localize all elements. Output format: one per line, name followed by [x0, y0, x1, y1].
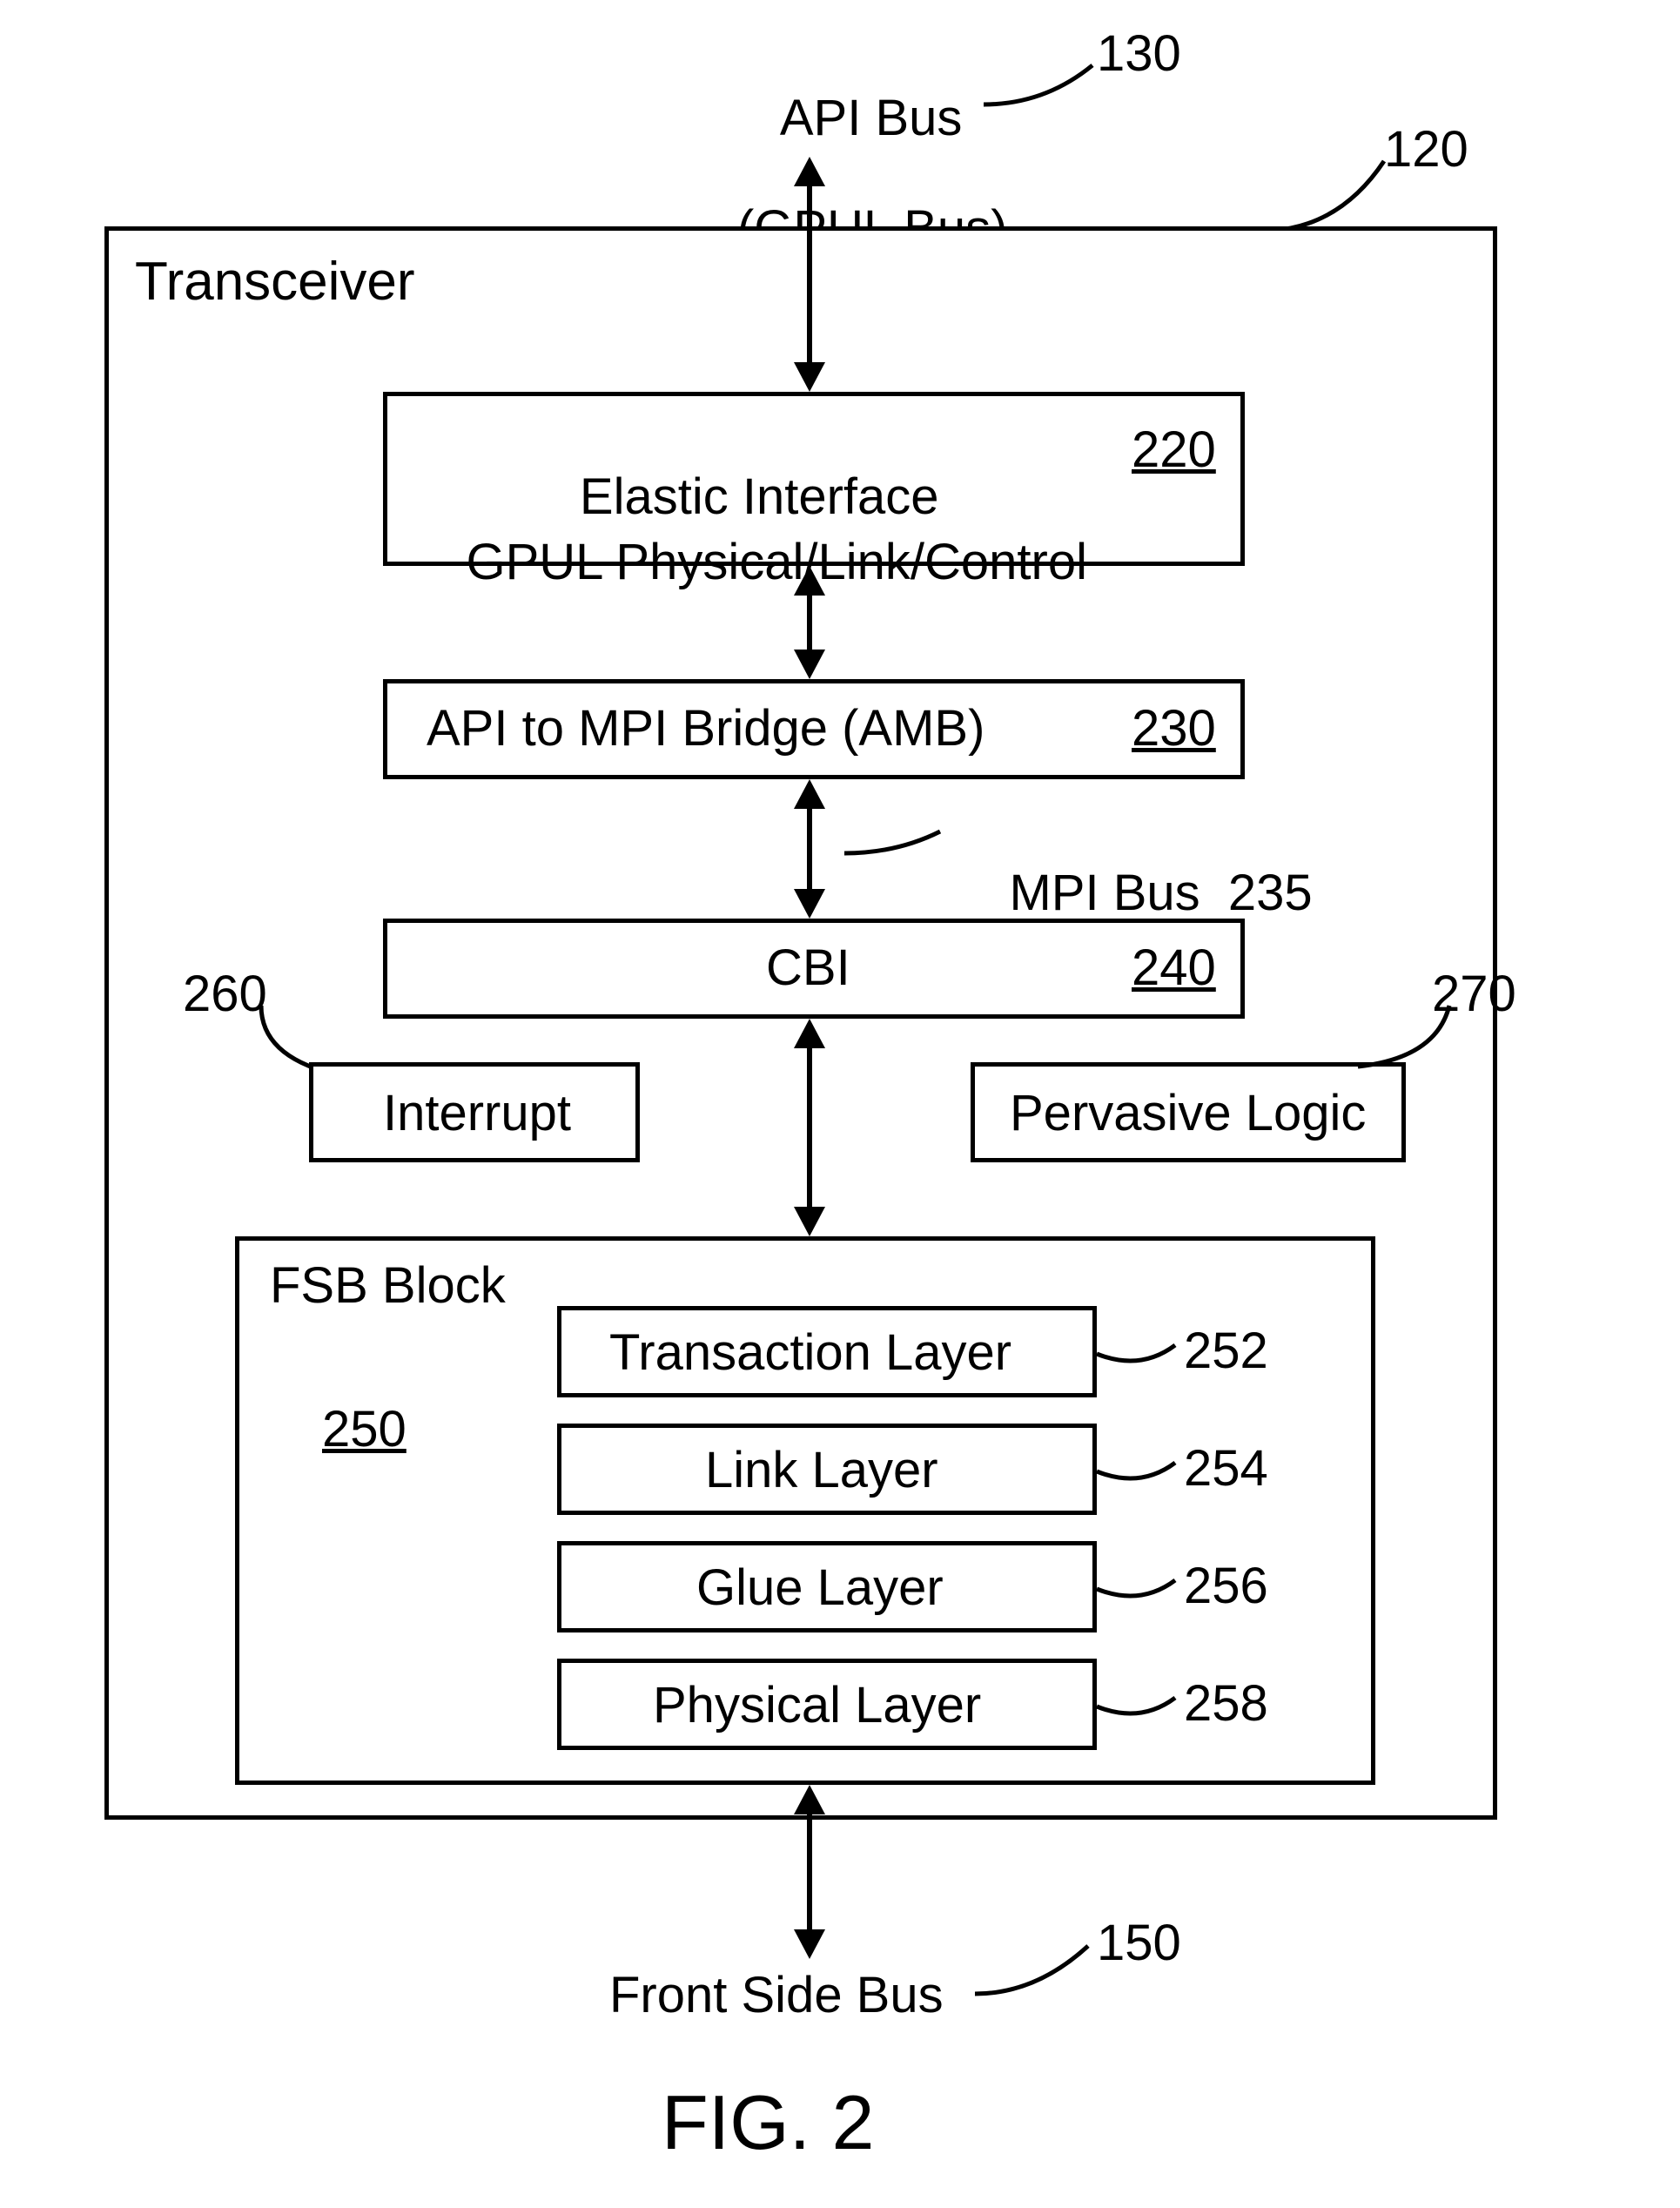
glue-layer-text: Glue Layer: [696, 1560, 944, 1616]
transceiver-title: Transceiver: [135, 252, 415, 312]
pervasive-text: Pervasive Logic: [1010, 1086, 1366, 1141]
ref-254: 254: [1184, 1441, 1268, 1497]
arrow-bottom: [783, 1785, 836, 1959]
fsb-title: FSB Block: [270, 1258, 506, 1314]
leader-150: [975, 1942, 1097, 2003]
diagram-page: API Bus (GPUL Bus) 130 120 Transceiver E…: [0, 0, 1680, 2208]
leader-258: [1097, 1689, 1184, 1733]
ref-256: 256: [1184, 1558, 1268, 1614]
leader-130: [984, 61, 1105, 113]
ref-250: 250: [322, 1402, 407, 1457]
ref-252: 252: [1184, 1323, 1268, 1379]
arrow-amb-cbi: [783, 779, 836, 919]
leader-254: [1097, 1454, 1184, 1498]
ref-230: 230: [1132, 701, 1216, 757]
elastic-line2: GPUL Physical/Link/Control: [383, 479, 1114, 645]
front-side-bus-label: Front Side Bus: [609, 1968, 944, 2023]
arrow-cbi-fsb: [783, 1019, 836, 1236]
arrow-top: [783, 157, 836, 392]
transaction-layer-text: Transaction Layer: [609, 1325, 1011, 1381]
ref-240: 240: [1132, 940, 1216, 996]
figure-caption: FIG. 2: [662, 2081, 875, 2165]
leader-120: [1271, 157, 1401, 235]
physical-layer-text: Physical Layer: [653, 1678, 981, 1733]
leader-270: [1358, 1006, 1462, 1075]
ref-150: 150: [1097, 1915, 1181, 1971]
interrupt-text: Interrupt: [383, 1086, 571, 1141]
amb-text: API to MPI Bridge (AMB): [427, 701, 984, 757]
ref-220: 220: [1132, 422, 1216, 478]
api-bus-line1: API Bus: [780, 90, 963, 146]
leader-256: [1097, 1572, 1184, 1615]
link-layer-text: Link Layer: [705, 1443, 938, 1498]
arrow-elastic-amb: [783, 566, 836, 679]
cbi-text: CBI: [766, 940, 850, 996]
ref-130: 130: [1097, 26, 1181, 82]
leader-252: [1097, 1336, 1184, 1380]
leader-mpi: [844, 827, 949, 871]
ref-258: 258: [1184, 1676, 1268, 1732]
